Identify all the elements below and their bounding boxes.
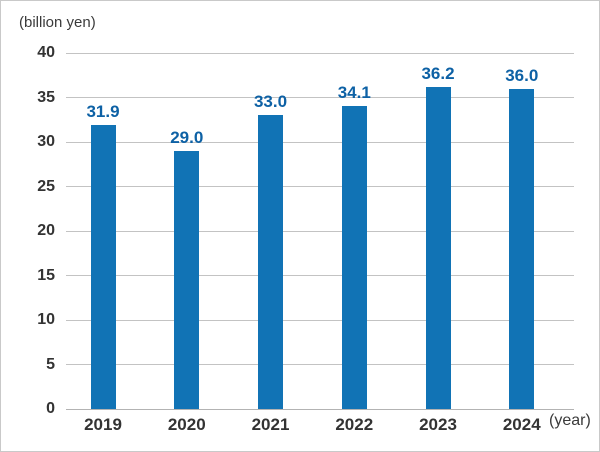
y-tick-label: 30 [37,133,55,150]
gridline [66,97,574,98]
gridline [66,186,574,187]
gridline [66,275,574,276]
y-tick-label: 15 [37,266,55,284]
bar-2022 [341,105,367,409]
y-tick-label: 25 [37,177,55,195]
bar-value-label: 36.2 [421,63,455,83]
bar-2024 [509,88,535,409]
y-tick-label: 5 [46,355,55,373]
gridline [66,141,574,143]
plot-area: 0 5 10 15 20 25 30 35 40 31.9 2019 29.0 2020 33.0 2021… [37,44,574,434]
y-tick-label: 0 [46,400,55,417]
x-axis-line [66,408,574,410]
bar-value-label: 33.0 [253,92,288,112]
x-tick-label: 2024 [502,415,541,434]
y-tick-label: 20 [37,222,55,239]
bar-2019 [90,125,116,409]
x-tick-label: 2023 [419,415,457,434]
y-tick-label: 35 [37,88,55,106]
gridline [66,230,574,232]
x-tick-label: 2020 [167,415,206,434]
bar-value-label: 31.9 [86,102,120,122]
x-tick-label: 2021 [251,415,290,434]
x-axis-unit-label: (year) [549,412,591,429]
x-tick-label: 2019 [84,415,122,434]
gridline [66,364,574,365]
bar-2023 [425,86,451,409]
bar-value-label: 36.0 [505,65,539,85]
gridline [66,319,574,321]
y-tick-label: 40 [37,44,55,61]
bar-value-label: 29.0 [170,127,204,147]
x-tick-label: 2022 [335,415,374,434]
bar-2020 [174,150,200,409]
gridline [66,52,574,54]
bar-2021 [258,115,283,409]
y-axis-unit-label: (billion yen) [19,14,96,31]
y-tick-label: 10 [37,311,55,328]
bar-value-label: 34.1 [337,82,371,102]
